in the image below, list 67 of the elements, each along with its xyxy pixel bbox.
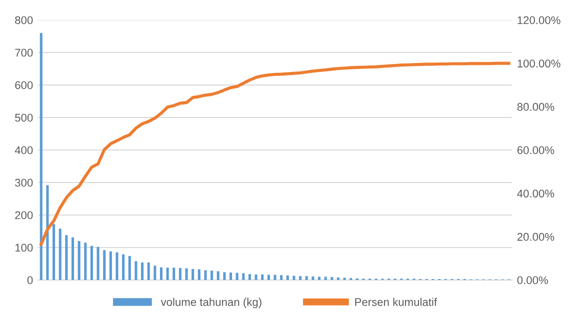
bar: [78, 241, 80, 280]
y-tick-label: 300: [15, 178, 33, 187]
y-tick-label: 600: [15, 81, 33, 90]
bar: [305, 276, 308, 280]
y-tick-label: 0: [27, 276, 33, 284]
bar: [292, 276, 296, 280]
y-tick-label: 700: [15, 48, 33, 57]
bar: [84, 242, 87, 280]
bar: [210, 270, 214, 280]
y-tick-label: 200: [15, 211, 33, 220]
bar: [178, 268, 182, 280]
bar: [223, 272, 226, 280]
bar: [192, 268, 194, 280]
bar: [128, 256, 131, 280]
bar: [274, 274, 276, 280]
bar: [254, 274, 258, 280]
y-tick-label: 100: [15, 244, 33, 252]
bar: [229, 272, 232, 280]
legend-label: Persen kumulatif: [355, 298, 438, 306]
bar: [116, 252, 118, 280]
bar: [109, 251, 112, 280]
bar: [141, 262, 144, 280]
bar: [299, 276, 302, 280]
bar: [336, 277, 340, 280]
bar: [312, 276, 314, 280]
bar: [96, 246, 100, 280]
bar: [147, 262, 150, 280]
bar: [318, 276, 321, 280]
bar: [134, 261, 138, 280]
bar: [280, 275, 283, 280]
bar: [154, 266, 156, 280]
bar: [103, 250, 106, 280]
y2-tick-label: 120.00%: [518, 16, 560, 24]
y-tick-label: 400: [14, 146, 33, 154]
bar: [267, 274, 270, 280]
bar: [248, 274, 251, 280]
y2-tick-label: 0.00%: [517, 276, 548, 284]
bar: [286, 275, 289, 280]
bar: [166, 268, 169, 280]
bar: [261, 274, 264, 280]
bar: [330, 277, 334, 280]
bar: [122, 254, 125, 280]
y-tick-label: 800: [15, 16, 33, 24]
bar: [236, 272, 238, 280]
bar: [185, 268, 188, 280]
legend-label: volume tahunan (kg): [160, 298, 262, 308]
line-series: [40, 62, 510, 246]
y2-tick-label: 60.00%: [517, 146, 554, 154]
bar: [46, 185, 49, 280]
y-tick-label: 500: [15, 114, 33, 122]
bar: [40, 33, 42, 280]
bar: [52, 224, 56, 280]
bar: [198, 269, 200, 280]
bar: [65, 235, 68, 280]
bar: [172, 268, 176, 280]
y2-tick-label: 100.00%: [518, 60, 560, 68]
y2-tick-label: 20.00%: [517, 232, 554, 241]
bar: [71, 237, 74, 280]
bar: [160, 267, 163, 280]
y2-tick-label: 80.00%: [517, 102, 554, 111]
y2-tick-label: 40.00%: [517, 190, 554, 198]
bar: [216, 271, 220, 280]
bar: [324, 276, 327, 280]
bar: [204, 270, 207, 280]
bar: [242, 273, 245, 280]
bar: [58, 228, 62, 280]
bar: [90, 246, 93, 280]
